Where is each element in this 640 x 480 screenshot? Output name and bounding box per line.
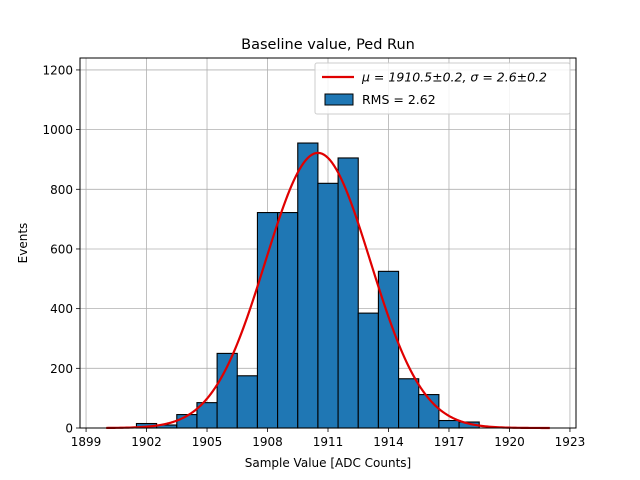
legend-fit-label: μ = 1910.5±0.2, σ = 2.6±0.2	[361, 70, 547, 85]
bars-layer	[135, 142, 480, 429]
legend-hist-patch	[324, 93, 354, 106]
x-tick-label: 1917	[434, 435, 465, 449]
legend-mu-label: μ = 1910.5±0.2,	[361, 70, 470, 85]
histogram-bar	[277, 212, 299, 429]
histogram-bar	[357, 312, 379, 429]
y-axis-label: Events	[16, 223, 30, 264]
histogram-bar	[297, 142, 319, 429]
x-tick-label: 1923	[555, 435, 586, 449]
x-axis-label: Sample Value [ADC Counts]	[245, 456, 411, 470]
x-tick-label: 1920	[494, 435, 525, 449]
y-tick-label: 1200	[42, 63, 73, 77]
x-tick-label: 1899	[71, 435, 102, 449]
y-tick-label: 200	[50, 362, 73, 376]
chart-title: Baseline value, Ped Run	[241, 37, 415, 53]
x-axis-ticks: 1899 1902 1905 1908 1911 1914 1917 1920 1923	[71, 428, 585, 449]
y-tick-label: 1000	[42, 123, 73, 137]
histogram-bar	[398, 378, 420, 429]
legend-box	[314, 62, 571, 115]
histogram-bar	[236, 375, 258, 429]
histogram-bar	[256, 212, 279, 429]
legend: μ = 1910.5±0.2, σ = 2.6±0.2 RMS = 2.62	[314, 62, 571, 115]
x-tick-label: 1905	[192, 435, 223, 449]
x-tick-label: 1902	[131, 435, 162, 449]
x-tick-label: 1911	[313, 435, 344, 449]
legend-sigma-label: σ = 2.6±0.2	[470, 70, 547, 85]
gaussian-fit-curve	[106, 151, 550, 430]
y-tick-label: 400	[50, 302, 73, 316]
legend-hist-label: RMS = 2.62	[362, 92, 436, 107]
y-tick-label: 0	[65, 422, 73, 436]
y-tick-label: 800	[50, 183, 73, 197]
fit-layer	[106, 151, 550, 430]
histogram-bar	[337, 157, 359, 429]
y-axis-ticks: 0 200 400 600 800 1000 1200	[42, 63, 80, 436]
y-tick-label: 600	[50, 242, 73, 256]
x-tick-label: 1908	[252, 435, 283, 449]
x-tick-label: 1914	[373, 435, 404, 449]
histogram-bar	[438, 419, 460, 429]
histogram-bar	[317, 182, 339, 429]
